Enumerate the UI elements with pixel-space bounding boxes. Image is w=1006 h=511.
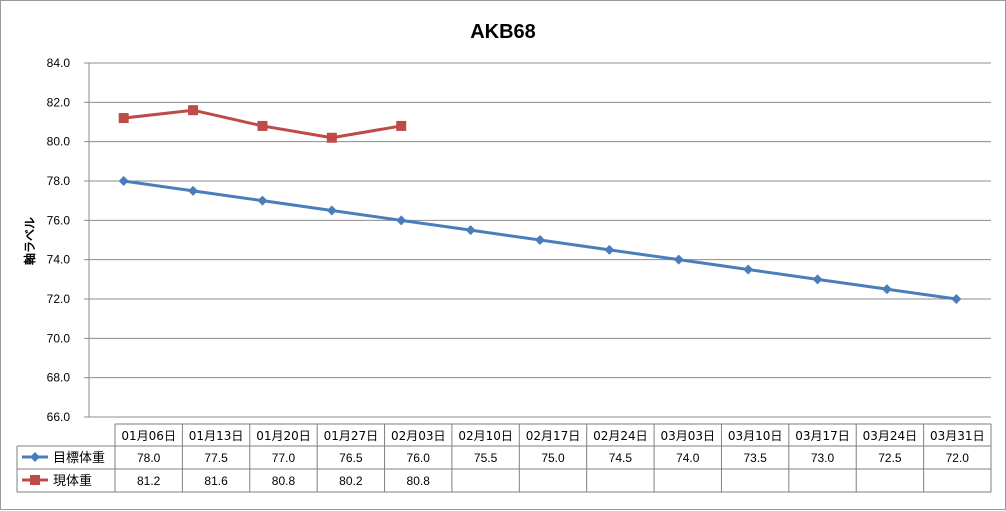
data-label: 74.5 xyxy=(609,451,633,465)
data-label: 80.8 xyxy=(272,474,296,488)
data-point xyxy=(257,120,268,131)
data-label: 73.0 xyxy=(811,451,835,465)
data-point xyxy=(881,284,892,295)
y-tick-label: 70.0 xyxy=(47,331,71,345)
y-tick-label: 72.0 xyxy=(47,292,71,306)
data-label: 72.5 xyxy=(878,451,902,465)
y-tick-label: 80.0 xyxy=(47,135,71,149)
data-point xyxy=(604,244,615,255)
x-category-label: 02月10日 xyxy=(458,429,513,443)
data-point xyxy=(257,195,268,206)
y-tick-label: 66.0 xyxy=(47,410,71,424)
data-label: 78.0 xyxy=(137,451,161,465)
data-point xyxy=(188,105,199,116)
y-tick-label: 76.0 xyxy=(47,213,71,227)
data-point xyxy=(396,120,407,131)
data-point xyxy=(326,205,337,216)
data-label: 76.0 xyxy=(407,451,431,465)
x-category-label: 03月03日 xyxy=(660,429,715,443)
data-point xyxy=(465,225,476,236)
data-label: 74.0 xyxy=(676,451,700,465)
y-tick-label: 78.0 xyxy=(47,174,71,188)
chart-title: AKB68 xyxy=(470,21,536,43)
x-category-label: 03月10日 xyxy=(728,429,783,443)
data-label: 80.2 xyxy=(339,474,363,488)
data-label: 77.5 xyxy=(204,451,228,465)
y-tick-label: 84.0 xyxy=(47,56,71,70)
x-category-label: 02月03日 xyxy=(391,429,446,443)
y-axis-label: 軸ラベル xyxy=(22,217,37,265)
gridlines xyxy=(84,62,991,418)
data-point xyxy=(951,294,962,304)
data-label: 80.8 xyxy=(407,474,431,488)
y-tick-label: 68.0 xyxy=(47,371,71,385)
data-label: 81.2 xyxy=(137,474,161,488)
data-point xyxy=(743,264,754,275)
x-category-label: 01月20日 xyxy=(256,429,311,443)
x-category-label: 01月27日 xyxy=(324,429,379,443)
legend-label: 目標体重 xyxy=(53,450,105,466)
data-point xyxy=(673,254,684,265)
data-point xyxy=(188,185,199,196)
series-lines xyxy=(118,105,962,304)
data-label: 77.0 xyxy=(272,451,296,465)
legend-label: 現体重 xyxy=(53,473,92,489)
data-point xyxy=(326,132,337,143)
y-tick-label: 74.0 xyxy=(47,253,71,267)
legend-marker xyxy=(30,475,40,485)
x-category-label: 03月31日 xyxy=(930,429,985,443)
data-point xyxy=(396,215,407,226)
data-label: 75.0 xyxy=(541,451,565,465)
data-label: 72.0 xyxy=(946,451,970,465)
data-label: 75.5 xyxy=(474,451,498,465)
y-tick-label: 82.0 xyxy=(47,95,71,109)
data-label: 73.5 xyxy=(743,451,767,465)
data-table: 01月06日 01月13日 01月20日 01月27日 02月03日 02月10日 02月1… xyxy=(16,423,992,493)
x-category-label: 01月13日 xyxy=(189,429,244,443)
data-point xyxy=(812,274,823,285)
y-tick-labels: 66.0 68.0 70.0 72.0 74.0 76.0 78.0 80.0 82.0 84.0 xyxy=(47,56,71,424)
x-category-label: 02月24日 xyxy=(593,429,648,443)
data-label: 81.6 xyxy=(204,474,228,488)
data-point xyxy=(118,176,129,186)
data-label: 76.5 xyxy=(339,451,363,465)
legend-marker xyxy=(30,452,40,462)
x-category-label: 03月24日 xyxy=(863,429,918,443)
data-point xyxy=(118,113,129,124)
x-category-label: 01月06日 xyxy=(121,429,176,443)
data-point xyxy=(535,235,545,245)
x-category-label: 02月17日 xyxy=(526,429,581,443)
x-category-label: 03月17日 xyxy=(795,429,850,443)
